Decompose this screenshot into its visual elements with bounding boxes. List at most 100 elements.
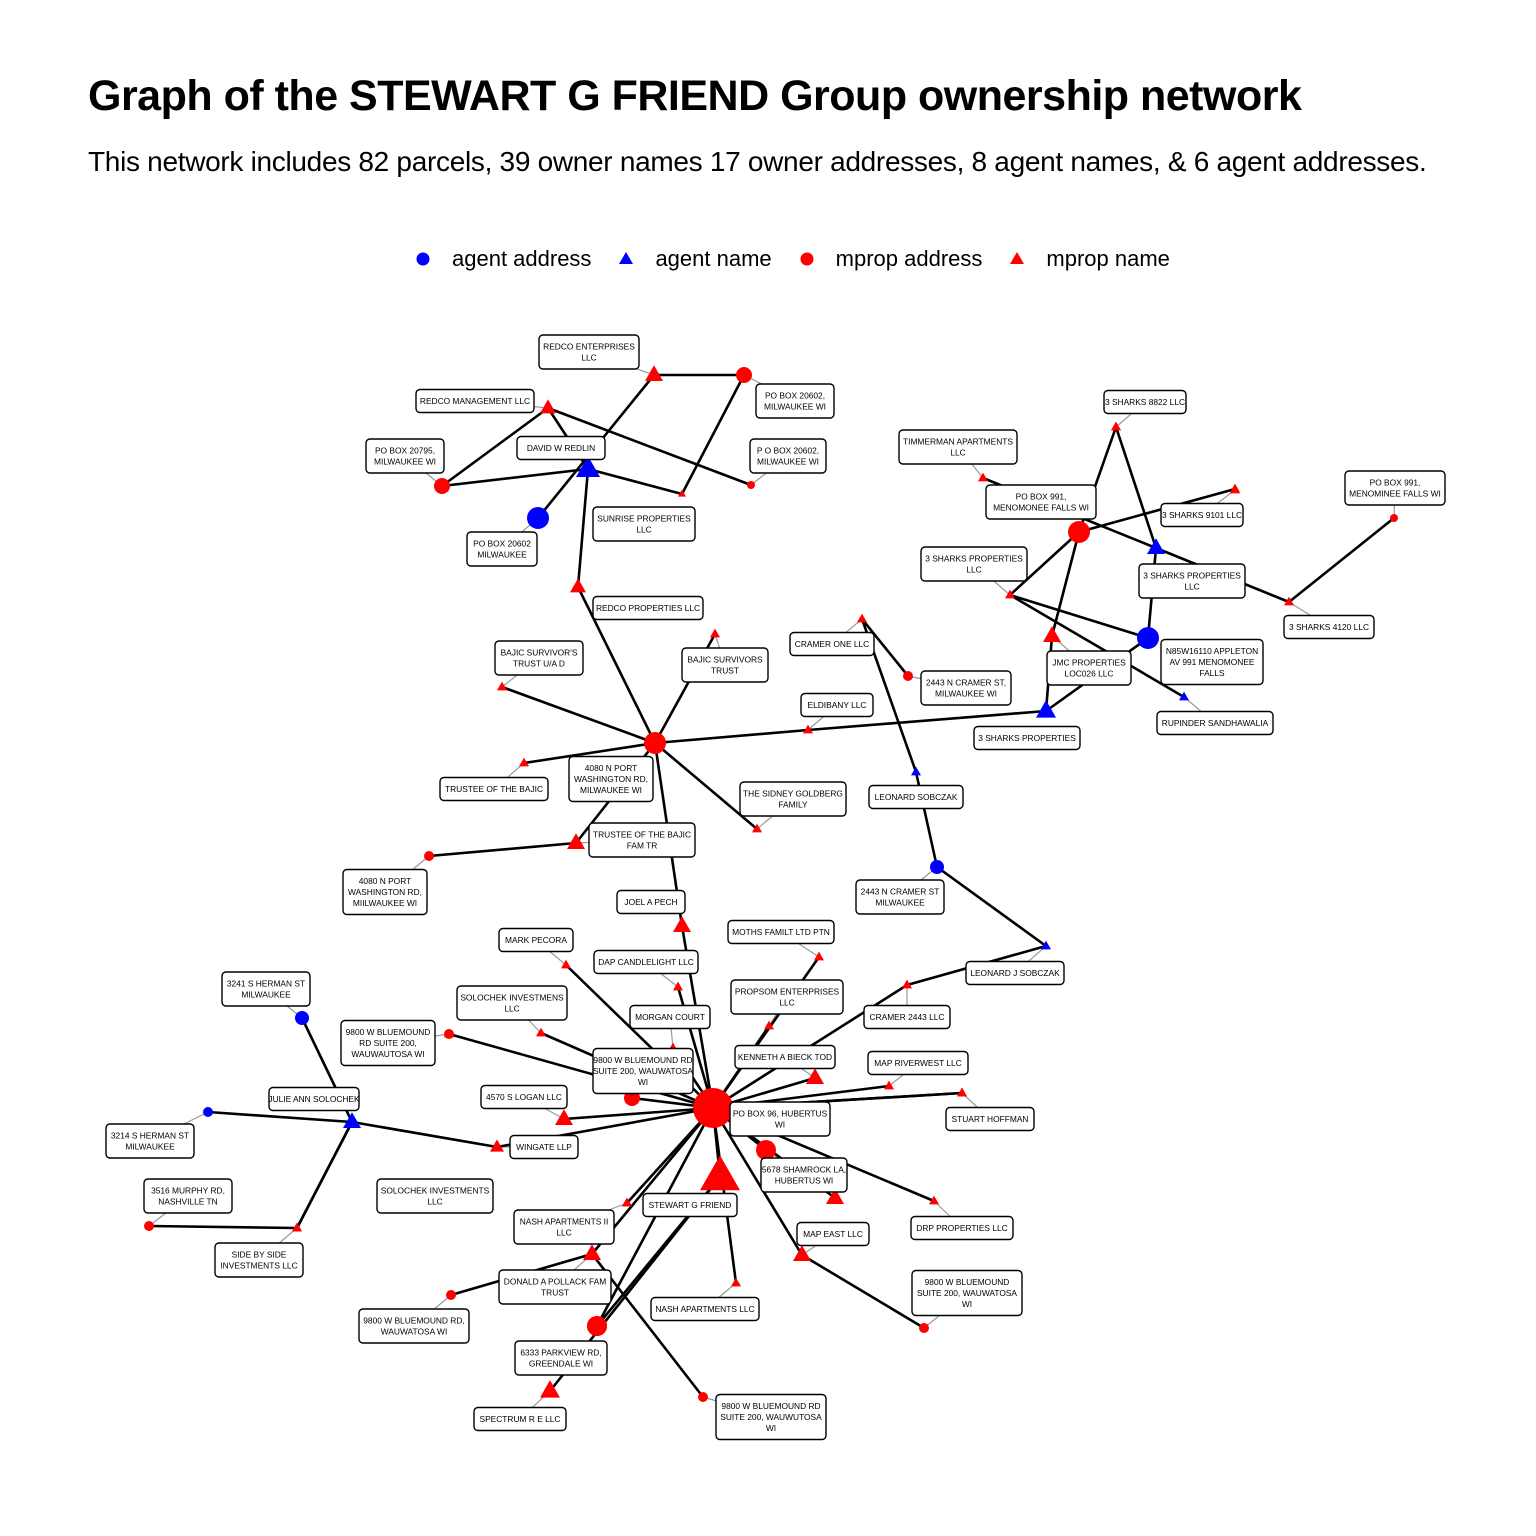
label-text: DAP CANDLELIGHT LLC [598,957,694,967]
network-edge [440,467,590,488]
label-text: 3 SHARKS 8822 LLC [1105,397,1185,407]
label-redco-properties-llc: REDCO PROPERTIES LLC [592,595,704,621]
label-3-sharks-8822-llc: 3 SHARKS 8822 LLC [1103,389,1187,415]
label-box [1160,502,1244,528]
label-text: REDCO PROPERTIES LLC [596,603,700,613]
label-text: N85W16110 APPLETON [1166,646,1258,656]
label-box [945,1106,1035,1132]
label-9800-w-bluemound-rd-wauwatosa-wi: 9800 W BLUEMOUND RD,WAUWATOSA WI [358,1308,470,1344]
label-box [739,781,847,817]
label-text: MILWAUKEE WI [580,785,642,795]
label-box [734,1044,836,1070]
label-drp-properties-llc: DRP PROPERTIES LLC [910,1215,1014,1241]
label-text: JULIE ANN SOLOCHEK [268,1094,360,1104]
label-text: WASHINGTON RD, [574,774,648,784]
node-agent-address-circle [527,507,549,529]
node-mprop-name-triangle [1043,626,1061,642]
label-5678-shamrock-la-hubertus-wi: 5678 SHAMROCK LA,HUBERTUS WI [760,1157,848,1193]
label-wingate-llp: WINGATE LLP [509,1134,579,1160]
node-layer [144,365,1398,1402]
node-mprop-address-circle [736,367,752,383]
node-agent-address-circle [203,1107,213,1117]
label-box [920,670,1012,706]
network-edge [1008,593,1150,640]
label-leonard-j-sobczak: LEONARD J SOBCZAK [965,960,1065,986]
label-redco-management-llc: REDCO MANAGEMENT LLC [415,388,535,414]
label-text: 9800 W BLUEMOUND RD [721,1401,820,1411]
label-text: WASHINGTON RD, [348,887,422,897]
label-box [466,531,538,567]
node-mprop-name-triangle [978,472,988,482]
network-edge [1008,530,1081,597]
label-box [342,868,428,916]
legend-label: mprop address [835,246,983,271]
label-box [911,1269,1023,1317]
network-edge [806,709,1048,732]
legend-triangle-icon [619,252,634,264]
node-mprop-name-triangle [957,1087,967,1097]
label-box [629,1004,711,1030]
legend-circle-icon [416,252,430,266]
label-box [868,784,964,810]
label-text: WAUWATOSA WI [381,1327,448,1337]
label-po-box-20795-milwaukee-wi: PO BOX 20795,MILWAUKEE WI [365,438,445,474]
label-text: BAJIC SURVIVOR'S [501,648,578,658]
node-agent-name-triangle [1041,940,1051,950]
label-box [985,484,1097,520]
label-box [514,1340,608,1376]
node-mprop-name-triangle [857,613,867,623]
label-box [616,889,686,915]
label-box [642,1192,738,1218]
node-mprop-name-triangle [567,833,585,849]
label-text: REDCO ENTERPRISES [543,342,635,352]
network-edge [711,1106,804,1257]
label-text: PO BOX 20602, [765,391,825,401]
label-text: MILWAUKEE WI [374,457,436,467]
label-text: SUITE 200, WAUWUTOSA [720,1412,822,1422]
label-text: 3 SHARKS PROPERTIES [925,554,1023,564]
label-text: 5678 SHAMROCK LA, [762,1165,846,1175]
label-box [650,1296,760,1322]
node-mprop-address-circle [693,1088,733,1128]
label-box [592,595,704,621]
label-text: LLC [636,525,651,535]
label-eldibany-llc: ELDIBANY LLC [800,692,874,718]
network-edge [653,741,759,831]
label-text: REDCO MANAGEMENT LLC [420,396,530,406]
label-box [592,506,696,542]
label-box [509,1134,579,1160]
network-edge [576,467,590,589]
label-box [855,879,945,915]
label-joel-a-pech: JOEL A PECH [616,889,686,915]
label-po-box-991-menominee-falls-wi: PO BOX 991,MENOMINEE FALLS WI [1344,470,1446,506]
label-stuart-hoffman: STUART HOFFMAN [945,1106,1035,1132]
label-text: GREENDALE WI [529,1359,593,1369]
label-text: LLC [779,998,794,1008]
label-text: 6333 PARKVIEW RD, [520,1348,601,1358]
label-text: MENOMONEE FALLS WI [993,503,1089,513]
label-box [473,1406,567,1432]
label-text: TRUST [711,666,739,676]
label-text: 2443 N CRAMER ST [861,887,940,897]
label-text: LLC [504,1004,519,1014]
label-text: SUITE 200, WAUWATOSA [917,1288,1017,1298]
label-text: 3 SHARKS 4120 LLC [1289,622,1369,632]
node-agent-name-triangle [911,766,921,776]
label-text: SIDE BY SIDE [232,1250,287,1260]
node-mprop-address-circle [919,1323,929,1333]
label-text: MILWAUKEE [241,990,291,1000]
label-julie-ann-solochek: JULIE ANN SOLOCHEK [268,1086,360,1112]
label-6333-parkview-rd-greendale-wi: 6333 PARKVIEW RD,GREENDALE WI [514,1340,608,1376]
node-mprop-name-triangle [764,1020,774,1030]
label-text: SPECTRUM R E LLC [480,1414,561,1424]
label-text: LLC [966,565,981,575]
label-morgan-court: MORGAN COURT [629,1004,711,1030]
label-3516-murphy-rd-nashville-tn: 3516 MURPHY RD,NASHVILLE TN [143,1178,233,1214]
label-text: WI [775,1120,785,1130]
label-box [1283,614,1375,640]
